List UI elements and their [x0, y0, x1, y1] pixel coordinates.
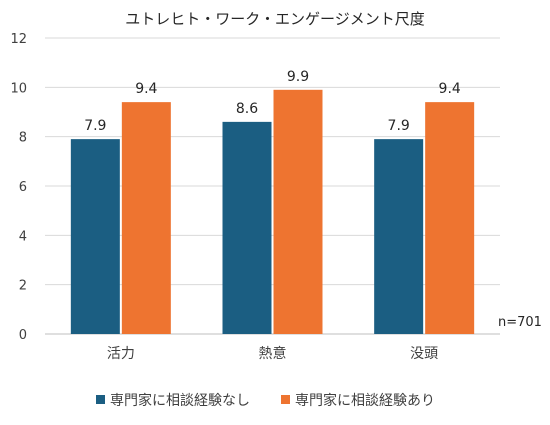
data-label: 8.6 [236, 101, 258, 117]
y-tick-label: 4 [19, 229, 27, 244]
legend-label: 専門家に相談経験あり [295, 392, 435, 409]
category-label: 活力 [107, 346, 135, 362]
bars [70, 89, 475, 334]
legend: 専門家に相談経験なし 専門家に相談経験あり [96, 392, 435, 409]
bar-series-2-3 [425, 102, 475, 334]
y-tick-label: 8 [19, 131, 27, 146]
bar-series-2-2 [273, 89, 323, 334]
y-tick-label: 2 [19, 279, 27, 294]
bar-series-1-1 [70, 139, 120, 334]
y-tick-label: 0 [19, 328, 27, 343]
data-labels: 7.9 9.4 8.6 9.9 7.9 9.4 [84, 69, 461, 134]
chart-title: ユトレヒト・ワーク・エンゲージメント尺度 [125, 10, 424, 28]
gridlines [45, 37, 500, 335]
legend-swatch [96, 395, 105, 404]
bar-series-2-1 [121, 102, 171, 334]
data-label: 7.9 [84, 118, 106, 134]
bar-series-1-2 [222, 121, 272, 334]
category-label: 熱意 [259, 345, 287, 362]
y-tick-label: 6 [19, 180, 27, 195]
legend-swatch [281, 395, 290, 404]
data-label: 9.4 [135, 81, 157, 97]
y-tick-label: 12 [10, 32, 27, 47]
bar-series-1-3 [374, 139, 424, 334]
data-label: 7.9 [388, 118, 410, 134]
data-label: 9.4 [439, 81, 461, 97]
x-axis-categories: 活力 熱意 没頭 [107, 345, 438, 362]
legend-label: 専門家に相談経験なし [110, 392, 250, 409]
data-label: 9.9 [287, 69, 309, 85]
sample-size-note: n=701 [498, 315, 542, 330]
y-axis-ticks: 0 2 4 6 8 10 12 [10, 32, 27, 343]
y-tick-label: 10 [10, 81, 27, 96]
category-label: 没頭 [410, 346, 438, 362]
